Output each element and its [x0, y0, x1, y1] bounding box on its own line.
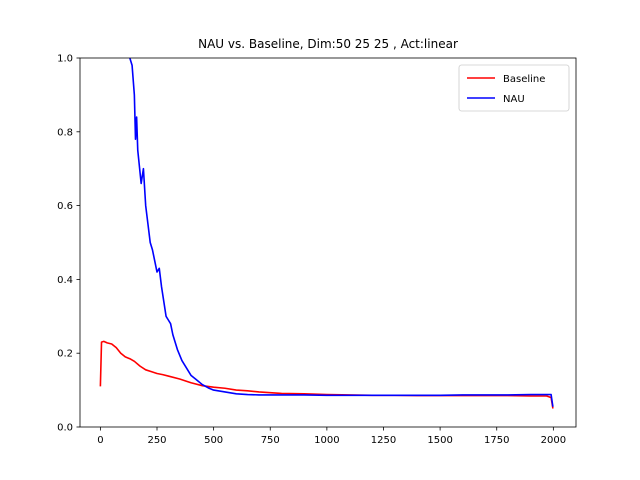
x-tick-label: 2000: [541, 435, 566, 446]
legend-box: [458, 64, 570, 112]
x-tick-label: 0: [97, 435, 103, 446]
legend-label-nau: NAU: [503, 94, 525, 105]
legend: Baseline NAU: [458, 64, 570, 112]
x-tick-label: 250: [147, 435, 166, 446]
x-tick-label: 1750: [484, 435, 509, 446]
x-tick-label: 500: [204, 435, 223, 446]
y-tick-label: 0.4: [57, 275, 73, 286]
series-line-nau: [129, 58, 554, 407]
chart-title: NAU vs. Baseline, Dim:50 25 25 , Act:lin…: [198, 37, 458, 51]
series-layer: [99, 58, 554, 409]
axes-layer: 0 250 500 750 1000 1250 1500 1750 2000 0.0 0.2 0.4 0…: [57, 54, 577, 446]
y-tick-label: 0.0: [57, 423, 73, 434]
x-tick-label: 1000: [314, 435, 339, 446]
x-tick-label: 750: [261, 435, 280, 446]
legend-label-baseline: Baseline: [503, 74, 545, 85]
x-tick-label: 1500: [427, 435, 452, 446]
y-tick-label: 0.6: [57, 201, 73, 212]
y-tick-label: 1.0: [57, 54, 73, 65]
plot-frame: [79, 57, 577, 428]
x-tick-label: 1250: [371, 435, 396, 446]
y-tick-label: 0.2: [57, 349, 73, 360]
y-tick-label: 0.8: [57, 127, 73, 138]
